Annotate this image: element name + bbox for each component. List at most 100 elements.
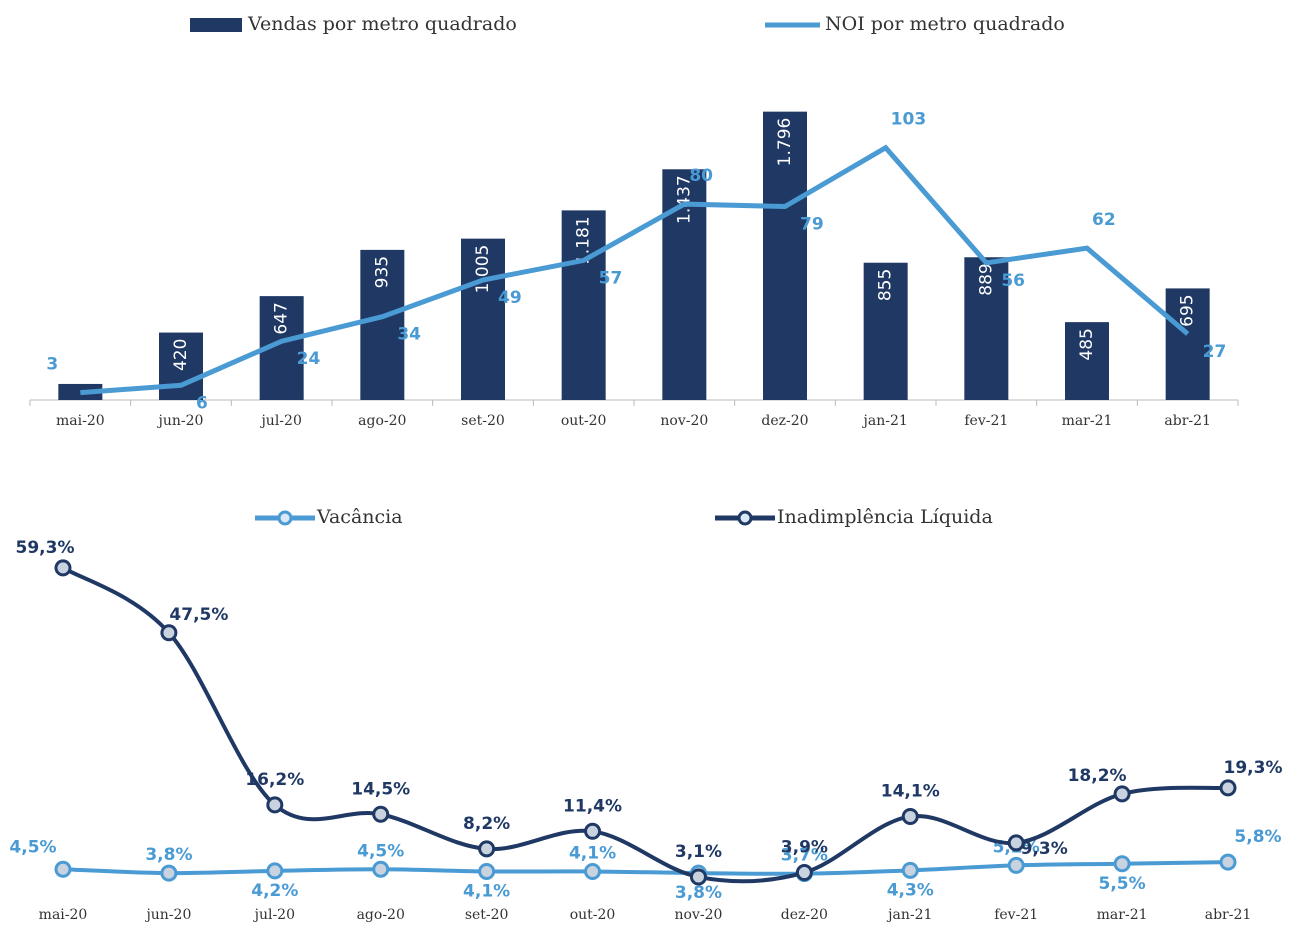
data-label: 19,3% (1224, 758, 1283, 778)
data-label: 11,4% (563, 796, 622, 816)
marker (372, 860, 390, 878)
data-label: 49 (498, 288, 522, 308)
legend-label: Vendas por metro quadrado (247, 13, 517, 35)
data-label: 103 (891, 110, 927, 130)
marker (901, 861, 919, 879)
bar-label: 1.181 (574, 216, 594, 265)
legend-marker (737, 510, 753, 526)
x-tick-label: nov-20 (660, 413, 708, 429)
bar (763, 111, 807, 401)
x-tick-label: jun-20 (144, 907, 191, 923)
data-label: 3,1% (675, 842, 722, 862)
x-tick-label: mai-20 (39, 907, 88, 923)
marker (1007, 856, 1025, 874)
data-label: 18,2% (1068, 766, 1127, 786)
series-line (62, 860, 1229, 876)
bar-label: 647 (272, 302, 292, 334)
marker (372, 805, 390, 823)
data-label: 16,2% (245, 770, 304, 790)
bar (964, 257, 1009, 400)
x-tick-label: mar-21 (1097, 907, 1148, 923)
x-tick-label: set-20 (465, 907, 509, 923)
data-label: 47,5% (169, 605, 228, 625)
data-label: 59,3% (16, 538, 75, 558)
legend-label: Inadimplência Líquida (777, 506, 993, 528)
data-label: 6 (196, 393, 208, 413)
x-tick-label: out-20 (561, 413, 607, 429)
bar-label: 1.796 (775, 118, 795, 167)
x-tick-label: ago-20 (358, 413, 406, 429)
x-tick-label: ago-20 (357, 907, 405, 923)
marker (54, 860, 72, 878)
data-label: 8,2% (463, 814, 510, 834)
data-label: 4,2% (251, 881, 298, 901)
data-label: 9,3% (1021, 839, 1068, 859)
data-label: 4,3% (887, 880, 934, 900)
marker (478, 840, 496, 858)
data-label: 3,9% (781, 838, 828, 858)
x-tick-label: mar-21 (1062, 413, 1113, 429)
marker (584, 862, 602, 880)
bar-label: 695 (1178, 294, 1198, 326)
legend-marker (277, 510, 293, 526)
marker (160, 864, 178, 882)
marker (266, 862, 284, 880)
x-tick-label: fev-21 (994, 907, 1038, 923)
x-tick-label: jan-21 (862, 413, 908, 429)
marker (1219, 853, 1237, 871)
legend-swatch (190, 18, 242, 32)
bar-label: 420 (171, 339, 191, 371)
marker (478, 862, 496, 880)
data-label: 80 (689, 166, 713, 186)
legend-label: Vacância (316, 506, 403, 528)
marker (901, 807, 919, 825)
x-tick-label: jan-21 (886, 907, 932, 923)
marker (1219, 779, 1237, 797)
x-tick-label: dez-20 (761, 413, 808, 429)
marker (1113, 855, 1131, 873)
marker (54, 559, 72, 577)
data-label: 14,1% (881, 781, 940, 801)
x-tick-label: jul-20 (259, 413, 301, 429)
x-tick-label: abr-21 (1164, 413, 1211, 429)
bar-label: 855 (876, 269, 896, 301)
data-label: 62 (1092, 210, 1116, 230)
bar (1065, 322, 1109, 400)
marker (795, 864, 813, 882)
data-label: 5,8% (1234, 827, 1281, 847)
bar (1165, 288, 1210, 400)
legend-label: NOI por metro quadrado (825, 13, 1065, 35)
data-label: 3 (46, 355, 58, 375)
x-tick-label: set-20 (461, 413, 505, 429)
data-label: 4,5% (9, 837, 56, 857)
marker (160, 624, 178, 642)
noi-line (80, 144, 1190, 396)
x-tick-label: jun-20 (157, 413, 204, 429)
x-tick-label: fev-21 (964, 413, 1008, 429)
bar-label: 1.437 (674, 175, 694, 224)
bar (561, 210, 606, 400)
bar-label: 485 (1077, 328, 1097, 360)
bar (863, 262, 908, 400)
data-label: 3,8% (675, 883, 722, 903)
data-label: 5,5% (1099, 874, 1146, 894)
x-tick-label: mai-20 (56, 413, 105, 429)
data-label: 3,7% (781, 846, 828, 866)
bar-label: 1.005 (473, 245, 493, 294)
bar (360, 249, 405, 400)
bar (461, 238, 505, 400)
x-tick-label: jul-20 (253, 907, 295, 923)
data-label: 27 (1203, 342, 1227, 362)
data-label: 14,5% (351, 779, 410, 799)
data-label: 34 (397, 325, 421, 345)
x-tick-label: nov-20 (675, 907, 723, 923)
x-tick-label: dez-20 (781, 907, 828, 923)
x-tick-label: abr-21 (1205, 907, 1252, 923)
marker (689, 868, 707, 886)
bar-label: 889 (976, 263, 996, 295)
data-label: 4,5% (357, 841, 404, 861)
marker (1113, 785, 1131, 803)
bar (662, 169, 707, 400)
series-line (61, 566, 1229, 884)
